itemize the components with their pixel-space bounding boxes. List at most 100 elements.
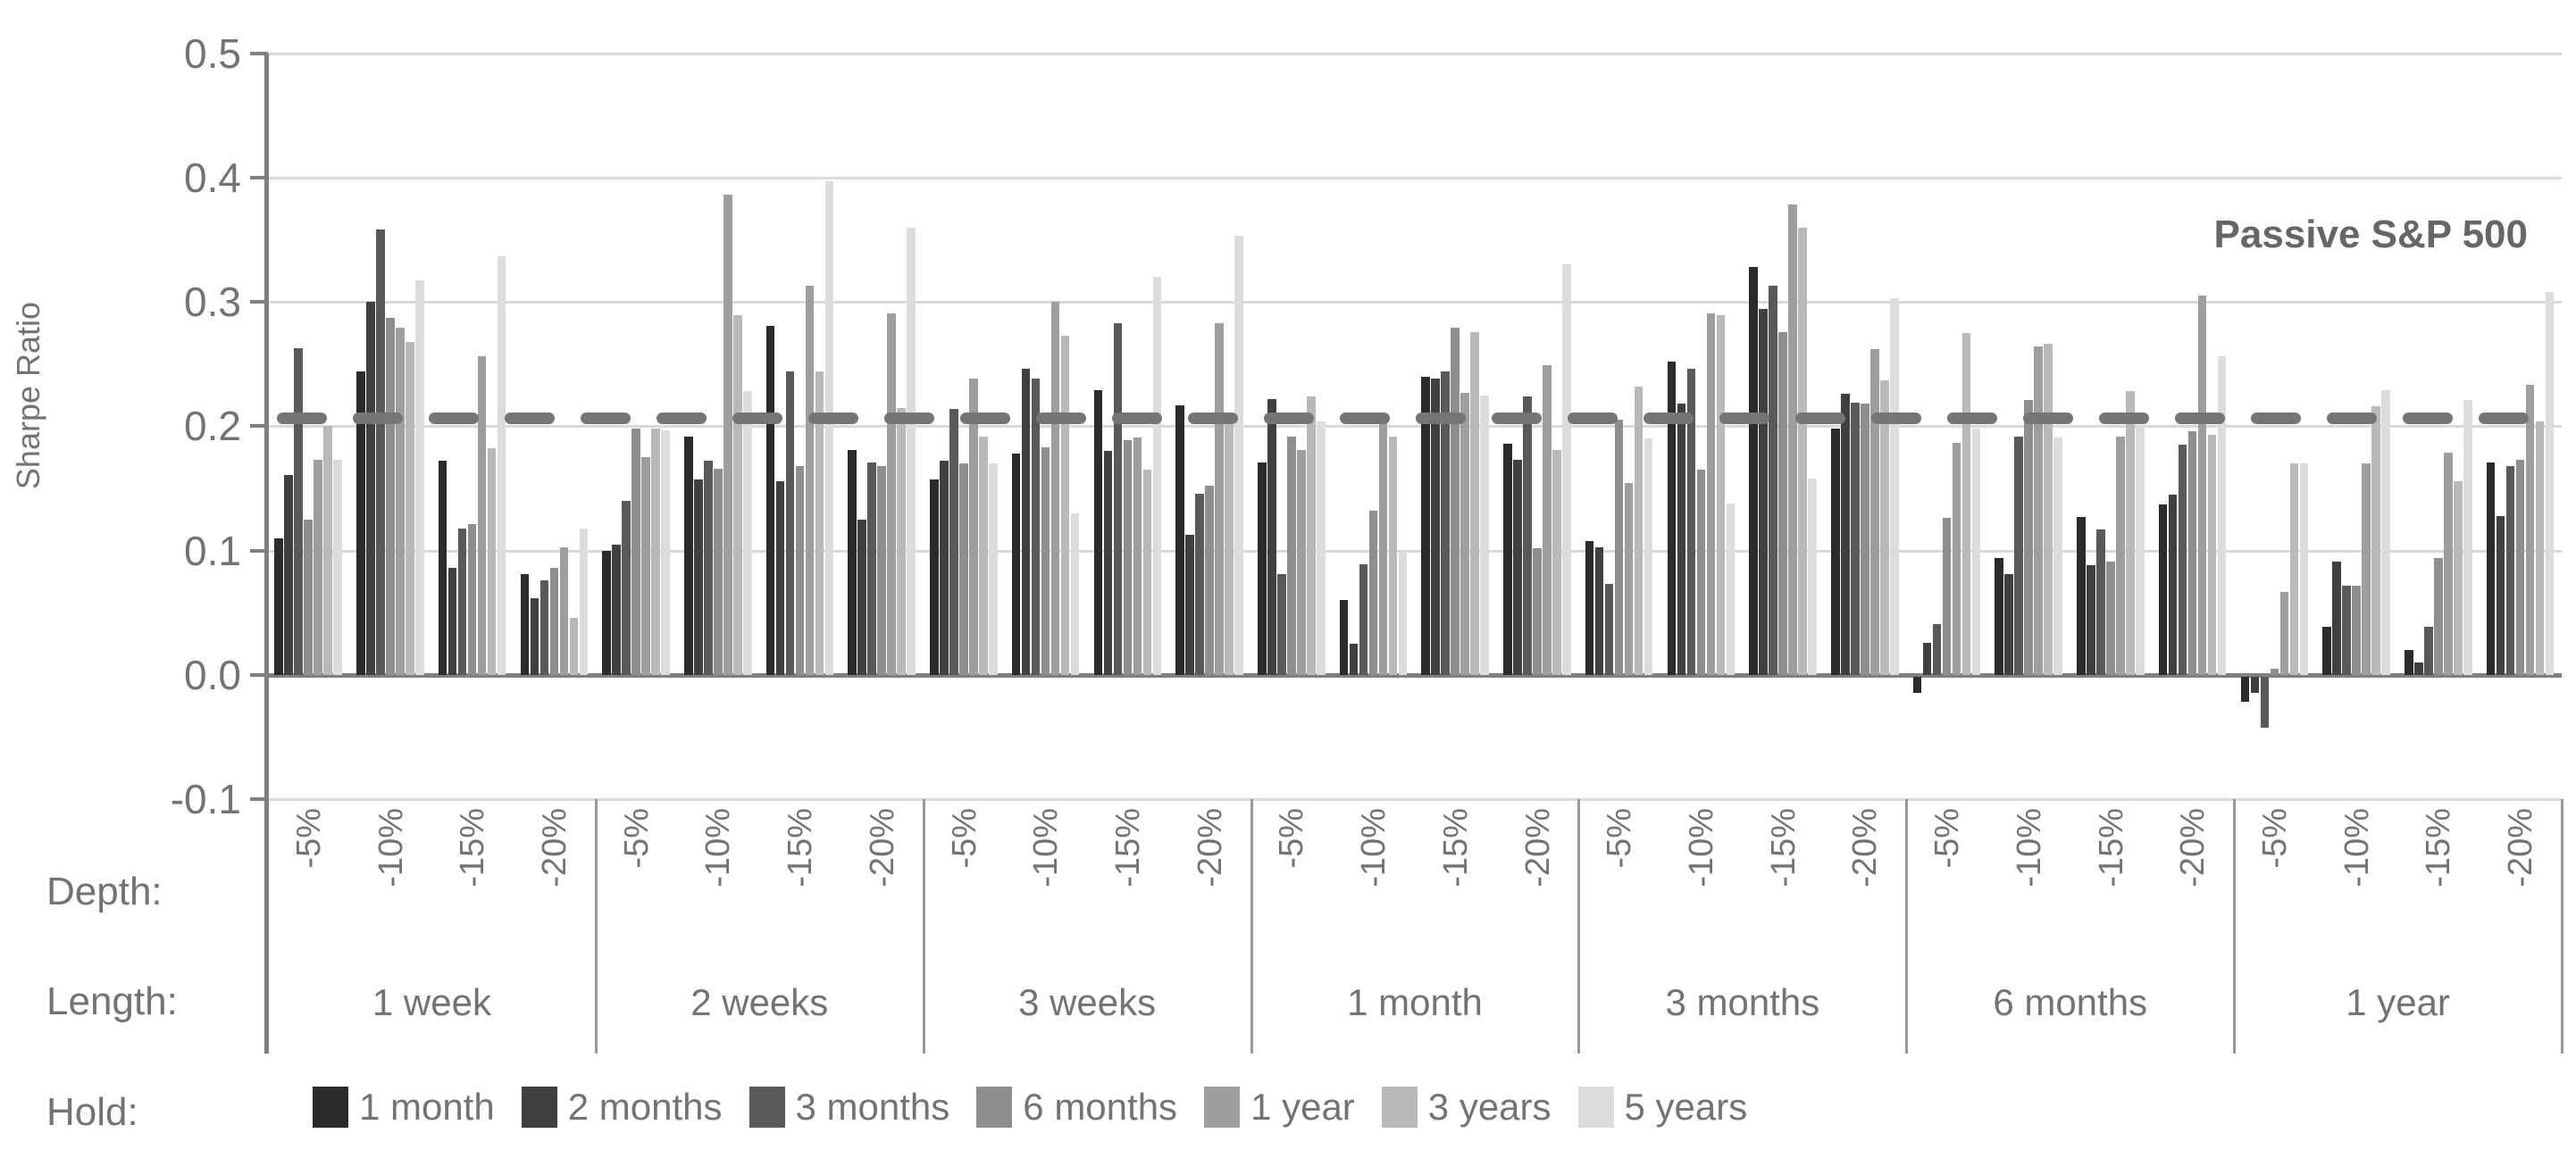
bar	[2535, 421, 2545, 675]
bar	[1634, 386, 1643, 675]
passive-line-dash	[1264, 412, 1314, 424]
bar	[2299, 463, 2309, 675]
bar	[949, 408, 958, 675]
bar	[1215, 322, 1224, 675]
bar	[1296, 449, 1306, 675]
bar	[732, 315, 742, 675]
passive-line-dash	[1340, 412, 1390, 424]
bar	[661, 429, 670, 675]
y-tick-label: 0.2	[184, 403, 241, 450]
bar	[539, 580, 549, 675]
passive-line-dash	[1036, 412, 1086, 424]
legend-swatch-icon	[1381, 1087, 1418, 1128]
bar	[1133, 437, 1142, 675]
bar	[2545, 291, 2555, 675]
bar	[314, 460, 322, 675]
legend-label: 2 months	[567, 1086, 723, 1128]
bar	[1060, 335, 1070, 675]
passive-line-dash	[2251, 412, 2301, 424]
legend-swatch-icon	[313, 1087, 348, 1128]
length-tick-label: 1 week	[372, 981, 491, 1023]
passive-line-dash	[2479, 412, 2529, 424]
passive-line-dash	[1492, 412, 1542, 424]
depth-tick-label: -5%	[289, 808, 328, 869]
bar	[1706, 312, 1716, 675]
bar	[274, 538, 283, 675]
bar	[1759, 309, 1768, 675]
y-tick--0.1	[250, 797, 268, 802]
bar	[1971, 429, 1981, 675]
depth-tick-label: -10%	[372, 808, 410, 888]
bar	[1234, 236, 1243, 675]
bar	[2279, 591, 2289, 675]
bar	[969, 379, 978, 675]
bar	[742, 391, 752, 675]
bar	[1103, 451, 1113, 675]
gridline-0.1	[268, 549, 2562, 553]
bar	[1349, 644, 1359, 675]
bar	[1368, 511, 1378, 675]
bar	[602, 550, 611, 675]
depth-tick-label: -15%	[1109, 808, 1147, 888]
bar	[703, 461, 713, 675]
bar	[1306, 396, 1316, 675]
bar	[2352, 585, 2361, 675]
bar	[1726, 503, 1735, 675]
bar	[2423, 626, 2433, 675]
bar	[396, 328, 405, 675]
depth-tick-label: -10%	[2338, 808, 2376, 888]
bar	[785, 371, 795, 675]
bar	[549, 568, 559, 675]
bar	[641, 457, 650, 675]
bar	[1667, 361, 1677, 675]
depth-tick-label: -20%	[1191, 808, 1229, 888]
length-tick-label: 3 months	[1665, 981, 1820, 1023]
bar	[1152, 277, 1162, 675]
bar	[497, 255, 506, 675]
bar	[1533, 547, 1542, 675]
legend-label: 3 months	[795, 1086, 950, 1128]
bar	[1388, 436, 1398, 675]
bar	[1050, 302, 1060, 675]
passive-line-dash	[581, 412, 631, 424]
bar	[959, 463, 968, 675]
bar	[2332, 562, 2341, 675]
bar	[1225, 420, 1234, 675]
bar	[1503, 443, 1512, 675]
bar	[2289, 463, 2299, 675]
passive-line-dash	[1795, 412, 1845, 424]
depth-tick-label: -20%	[536, 808, 573, 888]
bar	[1021, 369, 1031, 675]
bar	[1339, 600, 1349, 675]
bar	[1952, 442, 1961, 675]
bar	[1850, 402, 1860, 675]
y-tick-label: 0.3	[184, 279, 241, 326]
bar	[2443, 452, 2453, 675]
passive-line-dash	[353, 412, 403, 424]
bar	[1480, 395, 1489, 675]
bar	[1552, 449, 1561, 675]
bar	[1031, 379, 1041, 675]
bar	[1798, 227, 1807, 675]
bar	[2505, 465, 2515, 675]
passive-line-dash	[960, 412, 1010, 424]
group-separator	[2561, 799, 2563, 1054]
bar	[2433, 558, 2443, 675]
bar	[765, 325, 775, 675]
group-separator	[594, 799, 598, 1054]
length-tick-label: 3 weeks	[1018, 981, 1157, 1023]
bar	[989, 463, 998, 675]
passive-line-dash	[1112, 412, 1162, 424]
bar	[304, 519, 313, 675]
depth-tick-label: -20%	[863, 808, 901, 888]
bar	[2525, 385, 2535, 675]
bar	[1995, 558, 2003, 675]
bar	[1378, 420, 1388, 675]
passive-line-dash	[1416, 412, 1466, 424]
bar	[530, 597, 539, 675]
depth-tick-label: -15%	[2420, 808, 2458, 888]
legend-label: 1 year	[1250, 1086, 1355, 1128]
bar	[2486, 462, 2496, 675]
bar	[2342, 585, 2351, 675]
bar	[1113, 322, 1123, 675]
